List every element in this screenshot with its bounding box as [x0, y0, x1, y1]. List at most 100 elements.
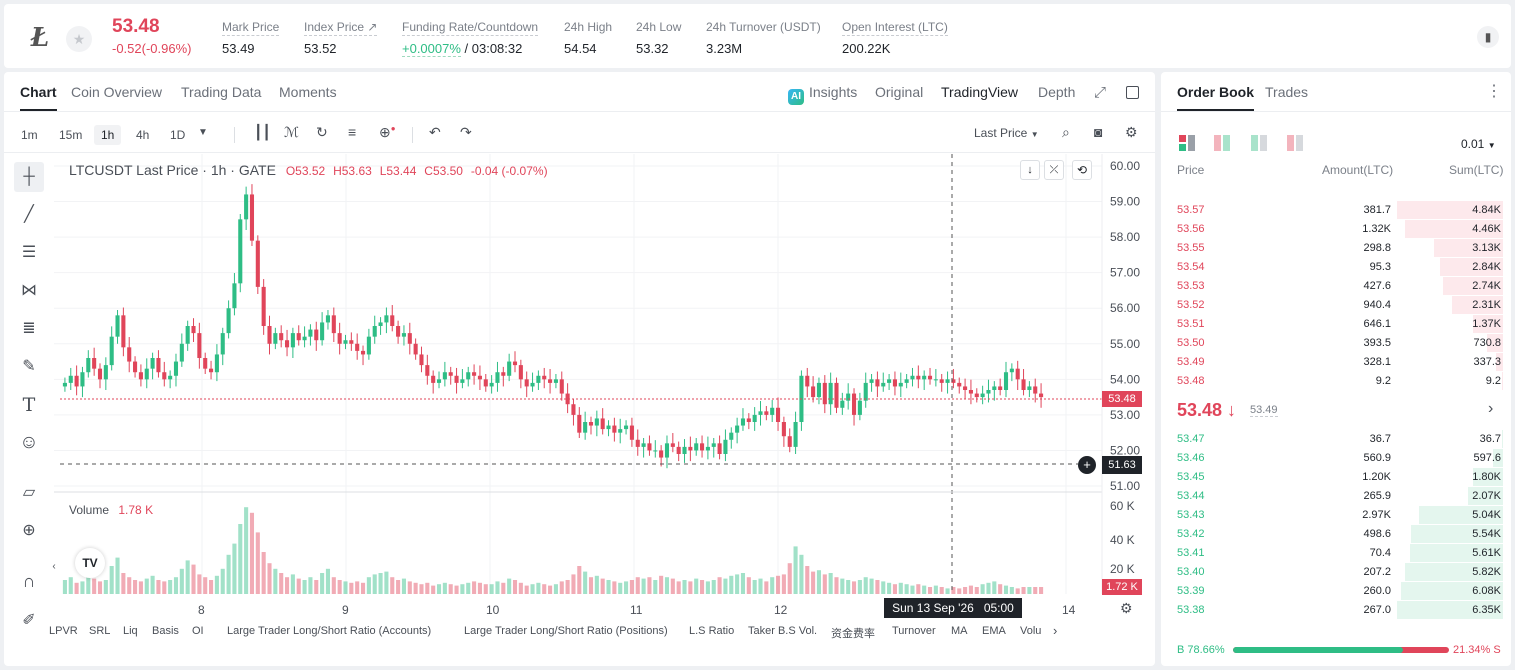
ask-row[interactable]: 53.57 381.7 4.84K [1173, 200, 1503, 219]
stat-mark-price[interactable]: Mark Price 53.49 [222, 18, 280, 56]
indicators-icon[interactable]: ℳ [284, 124, 299, 140]
stat-open-interest[interactable]: Open Interest (LTC) 200.22K [842, 18, 948, 56]
tab-trades[interactable]: Trades [1265, 84, 1309, 100]
candle-style-icon[interactable]: ┃┃ [254, 124, 271, 140]
price-change: -0.52(-0.96%) [112, 41, 192, 56]
view-asks-icon[interactable] [1287, 135, 1303, 151]
add-alert-plus-icon[interactable]: + [1078, 456, 1096, 474]
bid-row[interactable]: 53.41 70.4 5.61K [1173, 543, 1503, 562]
price-type-select[interactable]: Last Price ▼ [974, 126, 1039, 140]
indicator-ls-ratio[interactable]: L.S Ratio [689, 625, 735, 637]
ask-row[interactable]: 53.56 1.32K 4.46K [1173, 219, 1503, 238]
horizontal-lines-icon[interactable]: ☰ [21, 244, 37, 261]
indicator-lpvr[interactable]: LPVR [49, 625, 78, 637]
ask-row[interactable]: 53.48 9.2 9.2 [1173, 371, 1503, 390]
stat-funding-rate[interactable]: Funding Rate/Countdown +0.0007% / 03:08:… [402, 18, 539, 57]
ask-row[interactable]: 53.55 298.8 3.13K [1173, 238, 1503, 257]
axis-settings-icon[interactable]: ⚙ [1120, 600, 1133, 616]
fib-icon[interactable]: ≣ [22, 320, 36, 337]
book-icon[interactable]: ▮ [1477, 26, 1499, 48]
indicator-funding-rate[interactable]: 资金费率 [831, 628, 875, 640]
candle-body [244, 194, 249, 220]
precision-select[interactable]: 0.01 ▼ [1461, 137, 1496, 151]
ask-row[interactable]: 53.50 393.5 730.8 [1173, 333, 1503, 352]
funding-rate-value[interactable]: +0.0007% [402, 41, 461, 57]
refresh-icon[interactable]: ⟲ [1072, 160, 1092, 180]
bid-row[interactable]: 53.38 267.0 6.35K [1173, 600, 1503, 619]
indicator-ema[interactable]: EMA [982, 625, 1006, 637]
tab-moments[interactable]: Moments [279, 84, 337, 100]
indicator-basis[interactable]: Basis [152, 625, 179, 637]
view-split-icon[interactable] [1214, 135, 1230, 151]
tab-trading-data[interactable]: Trading Data [181, 84, 262, 100]
fullscreen-icon[interactable] [1126, 86, 1139, 99]
favorite-star-icon[interactable]: ★ [66, 26, 92, 52]
tab-coin-overview[interactable]: Coin Overview [71, 84, 163, 100]
magnet-icon[interactable]: ∩ [22, 571, 36, 591]
templates-icon[interactable]: ≡ [348, 124, 357, 140]
ask-row[interactable]: 53.54 95.3 2.84K [1173, 257, 1503, 276]
undo-icon[interactable]: ↶ [429, 124, 441, 140]
timeframe-1h[interactable]: 1h [94, 125, 122, 145]
indicator-turnover[interactable]: Turnover [892, 625, 936, 637]
search-icon[interactable]: ⌕ [1062, 124, 1070, 140]
bid-row[interactable]: 53.47 36.7 36.7 [1173, 429, 1503, 448]
ask-row[interactable]: 53.49 328.1 337.3 [1173, 352, 1503, 371]
redo-icon[interactable]: ↷ [460, 124, 472, 140]
timeframe-1d[interactable]: 1D [170, 128, 186, 142]
trendline-icon[interactable]: ╱ [24, 206, 34, 223]
chevron-right-icon[interactable]: › [1053, 623, 1058, 638]
timeframe-15m[interactable]: 15m [59, 128, 83, 142]
brush-icon[interactable]: ✎ [22, 358, 36, 375]
bid-row[interactable]: 53.46 560.9 597.6 [1173, 448, 1503, 467]
tab-original[interactable]: Original [875, 84, 924, 100]
emoji-icon[interactable]: ☺ [19, 432, 39, 453]
timeframe-1m[interactable]: 1m [21, 128, 38, 142]
ruler-icon[interactable]: ▱ [22, 484, 36, 501]
tab-depth[interactable]: Depth [1038, 84, 1076, 100]
camera-icon[interactable]: ◙ [1094, 124, 1103, 140]
collapse-arrows-icon[interactable]: ⤫ [1044, 160, 1064, 180]
bid-row[interactable]: 53.42 498.6 5.54K [1173, 524, 1503, 543]
view-bids-icon[interactable] [1251, 135, 1267, 151]
ask-row[interactable]: 53.53 427.6 2.74K [1173, 276, 1503, 295]
indicator-ls-accounts[interactable]: Large Trader Long/Short Ratio (Accounts) [227, 625, 432, 637]
bid-row[interactable]: 53.45 1.20K 1.80K [1173, 467, 1503, 486]
view-both-icon[interactable] [1179, 135, 1195, 151]
add-alert-icon[interactable]: ⊕● [379, 124, 396, 140]
text-tool-icon[interactable]: T [22, 394, 36, 416]
bid-row[interactable]: 53.43 2.97K 5.04K [1173, 505, 1503, 524]
more-options-icon[interactable]: ⋮ [1486, 83, 1502, 100]
bid-row[interactable]: 53.44 265.9 2.07K [1173, 486, 1503, 505]
ask-row[interactable]: 53.51 646.1 1.37K [1173, 314, 1503, 333]
chevron-down-icon[interactable]: ▼ [198, 127, 208, 138]
scroll-down-icon[interactable]: ↓ [1020, 160, 1040, 180]
indicator-oi[interactable]: OI [192, 625, 204, 637]
tab-chart[interactable]: Chart [20, 84, 57, 111]
candle-body [916, 375, 921, 380]
chevron-right-icon[interactable]: › [1488, 400, 1494, 417]
indicator-volume[interactable]: Volu [1020, 625, 1042, 637]
expand-icon[interactable]: ⤢ [1094, 84, 1107, 101]
tab-tradingview[interactable]: TradingView [941, 84, 1019, 100]
tab-order-book[interactable]: Order Book [1177, 84, 1255, 111]
crosshair-icon[interactable]: ┼ [14, 162, 44, 192]
tab-insights[interactable]: AI Insights [788, 84, 857, 105]
indicator-taker-vol[interactable]: Taker B.S Vol. [748, 625, 818, 637]
indicator-ma[interactable]: MA [951, 625, 968, 637]
settings-gear-icon[interactable]: ⚙ [1125, 124, 1138, 140]
zoom-in-icon[interactable]: ⊕ [22, 522, 36, 539]
pattern-icon[interactable]: ⋈ [21, 282, 37, 299]
bid-row[interactable]: 53.40 207.2 5.82K [1173, 562, 1503, 581]
indicator-srl[interactable]: SRL [89, 625, 111, 637]
price-chart[interactable]: 60.00 59.00 58.00 57.00 56.00 55.00 54.00 53.00… [54, 154, 1154, 624]
lock-pencil-icon[interactable]: ✐ [22, 612, 36, 629]
replay-icon[interactable]: ↻ [316, 124, 328, 140]
stat-index-price[interactable]: Index Price ↗ 53.52 [304, 18, 378, 56]
bid-row[interactable]: 53.39 260.0 6.08K [1173, 581, 1503, 600]
collapse-toolbar-icon[interactable]: ‹ [52, 561, 56, 572]
ask-row[interactable]: 53.52 940.4 2.31K [1173, 295, 1503, 314]
indicator-ls-positions[interactable]: Large Trader Long/Short Ratio (Positions… [464, 625, 668, 637]
timeframe-4h[interactable]: 4h [136, 128, 150, 142]
indicator-liq[interactable]: Liq [123, 625, 138, 637]
